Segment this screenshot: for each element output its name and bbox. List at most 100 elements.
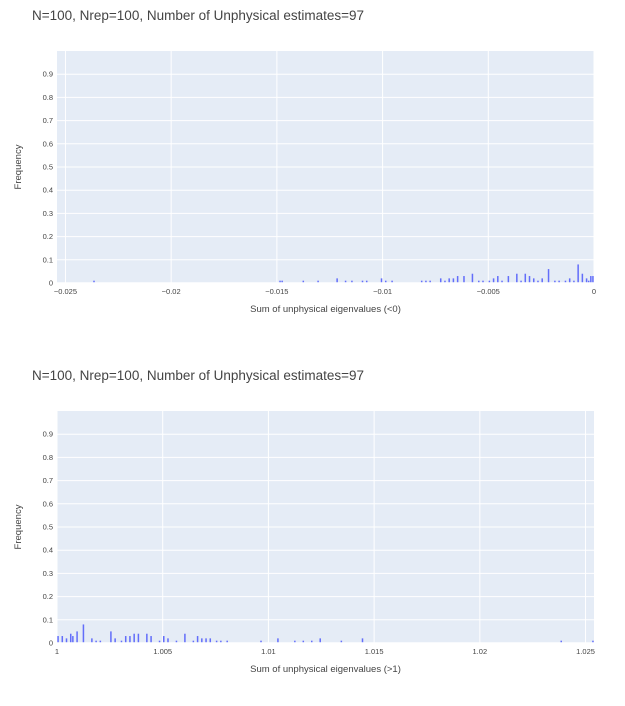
histogram-bar [167, 638, 169, 643]
y-tick-label: 0.4 [43, 186, 53, 195]
histogram-bar [463, 276, 465, 283]
histogram-bar [554, 280, 556, 283]
histogram-bar [175, 640, 178, 643]
histogram-bar [215, 640, 218, 643]
histogram-bar [133, 633, 135, 643]
x-tick-label: −0.025 [54, 287, 77, 296]
histogram-bar [158, 640, 161, 643]
histogram-bar [61, 636, 64, 643]
histogram-bar [577, 264, 579, 283]
histogram-bar [76, 631, 78, 643]
histogram-bar [520, 280, 522, 283]
histogram-bar [196, 636, 199, 643]
histogram-bar [146, 633, 148, 643]
histogram-bar [361, 280, 364, 283]
histogram-bar [163, 636, 165, 643]
chart-panel-top: N=100, Nrep=100, Number of Unphysical es… [0, 0, 625, 346]
histogram-bar [277, 638, 279, 643]
y-tick-label: 0.1 [43, 615, 53, 624]
y-tick-label: 0.8 [43, 453, 53, 462]
histogram-bar [317, 280, 319, 283]
histogram-bar [391, 280, 393, 283]
x-axis-title: Sum of unphysical eigenvalues (<0) [250, 304, 401, 315]
y-tick-label: 0.6 [43, 499, 53, 508]
chart-title: N=100, Nrep=100, Number of Unphysical es… [32, 368, 365, 383]
y-tick-label: 0.5 [43, 163, 53, 172]
histogram-bar [547, 269, 550, 283]
histogram-bar [344, 280, 347, 283]
histogram-bar [507, 276, 510, 283]
histogram-bar [558, 280, 560, 283]
histogram-bar [384, 280, 387, 283]
histogram-bar [590, 276, 592, 283]
histogram-bar [110, 631, 112, 643]
histogram-bar [69, 633, 72, 643]
histogram-bar [220, 640, 222, 643]
histogram-bar [532, 278, 535, 283]
histogram-bar [150, 636, 152, 643]
histogram-bar [478, 280, 480, 283]
histogram-bar [425, 280, 427, 283]
histogram-chart: 0 0.1 0.2 0.3 0.4 0.5 0.6 0.7 0.8 0.9 −0.025 −0.02 −… [13, 51, 596, 315]
histogram-bar [592, 640, 594, 643]
histogram-bar [99, 640, 102, 643]
y-tick-label: 0.2 [43, 232, 53, 241]
histogram-bar [516, 273, 518, 283]
histogram-bar [65, 638, 68, 643]
histogram-bar [497, 276, 499, 283]
histogram-bar [137, 633, 140, 643]
histogram-bar [302, 280, 305, 283]
y-tick-label: 0.9 [43, 430, 53, 439]
histogram-bar [226, 640, 228, 643]
x-tick-label: −0.01 [373, 287, 392, 296]
y-tick-label: 0.2 [43, 592, 53, 601]
y-tick-label: 0 [49, 639, 53, 648]
y-tick-label: 0.7 [43, 116, 53, 125]
histogram-bar [340, 640, 343, 643]
y-tick-label: 0.8 [43, 93, 53, 102]
histogram-bar [57, 636, 59, 643]
y-tick-label: 0.7 [43, 476, 53, 485]
x-tick-label: 1.02 [473, 647, 488, 656]
y-tick-label: 0.1 [43, 255, 53, 264]
y-tick-label: 0.3 [43, 569, 53, 578]
histogram-bar [336, 278, 338, 283]
histogram-bar [311, 640, 313, 643]
y-tick-label: 0.4 [43, 546, 53, 555]
histogram-bar [429, 280, 431, 283]
y-tick-label: 0.6 [43, 139, 53, 148]
histogram-bar [541, 278, 543, 283]
histogram-bar [319, 638, 321, 643]
histogram-bar [528, 276, 531, 283]
histogram-bar [482, 280, 484, 283]
histogram-bar [564, 280, 567, 283]
x-tick-label: −0.005 [477, 287, 500, 296]
histogram-bar [452, 278, 455, 283]
histogram-bar [444, 280, 446, 283]
histogram-bar [456, 276, 459, 283]
histogram-bar [581, 273, 584, 283]
histogram-bar [91, 638, 93, 643]
histogram-bar [448, 278, 450, 283]
histogram-bar [82, 624, 85, 643]
histogram-bar [260, 640, 262, 643]
x-tick-label: 1.015 [365, 647, 384, 656]
histogram-bar [184, 633, 186, 643]
histogram-bar [281, 280, 283, 283]
histogram-bar [585, 278, 588, 283]
histogram-bar [492, 278, 495, 283]
y-tick-label: 0.9 [43, 70, 53, 79]
histogram-bar [420, 280, 423, 283]
histogram-bar [361, 638, 364, 643]
y-tick-label: 0 [49, 279, 53, 288]
y-tick-label: 0.3 [43, 209, 53, 218]
chart-panel-bottom: N=100, Nrep=100, Number of Unphysical es… [0, 360, 625, 706]
histogram-bar [192, 640, 195, 643]
histogram-chart: 0 0.1 0.2 0.3 0.4 0.5 0.6 0.7 0.8 0.9 1 1.005 1.01 1.… [13, 411, 595, 675]
y-axis-title: Frequency [13, 504, 24, 549]
histogram-bar [573, 280, 575, 283]
x-tick-label: 1.025 [576, 647, 595, 656]
histogram-bar [488, 280, 491, 283]
x-axis-title: Sum of unphysical eigenvalues (>1) [250, 664, 401, 675]
histogram-bar [568, 278, 571, 283]
